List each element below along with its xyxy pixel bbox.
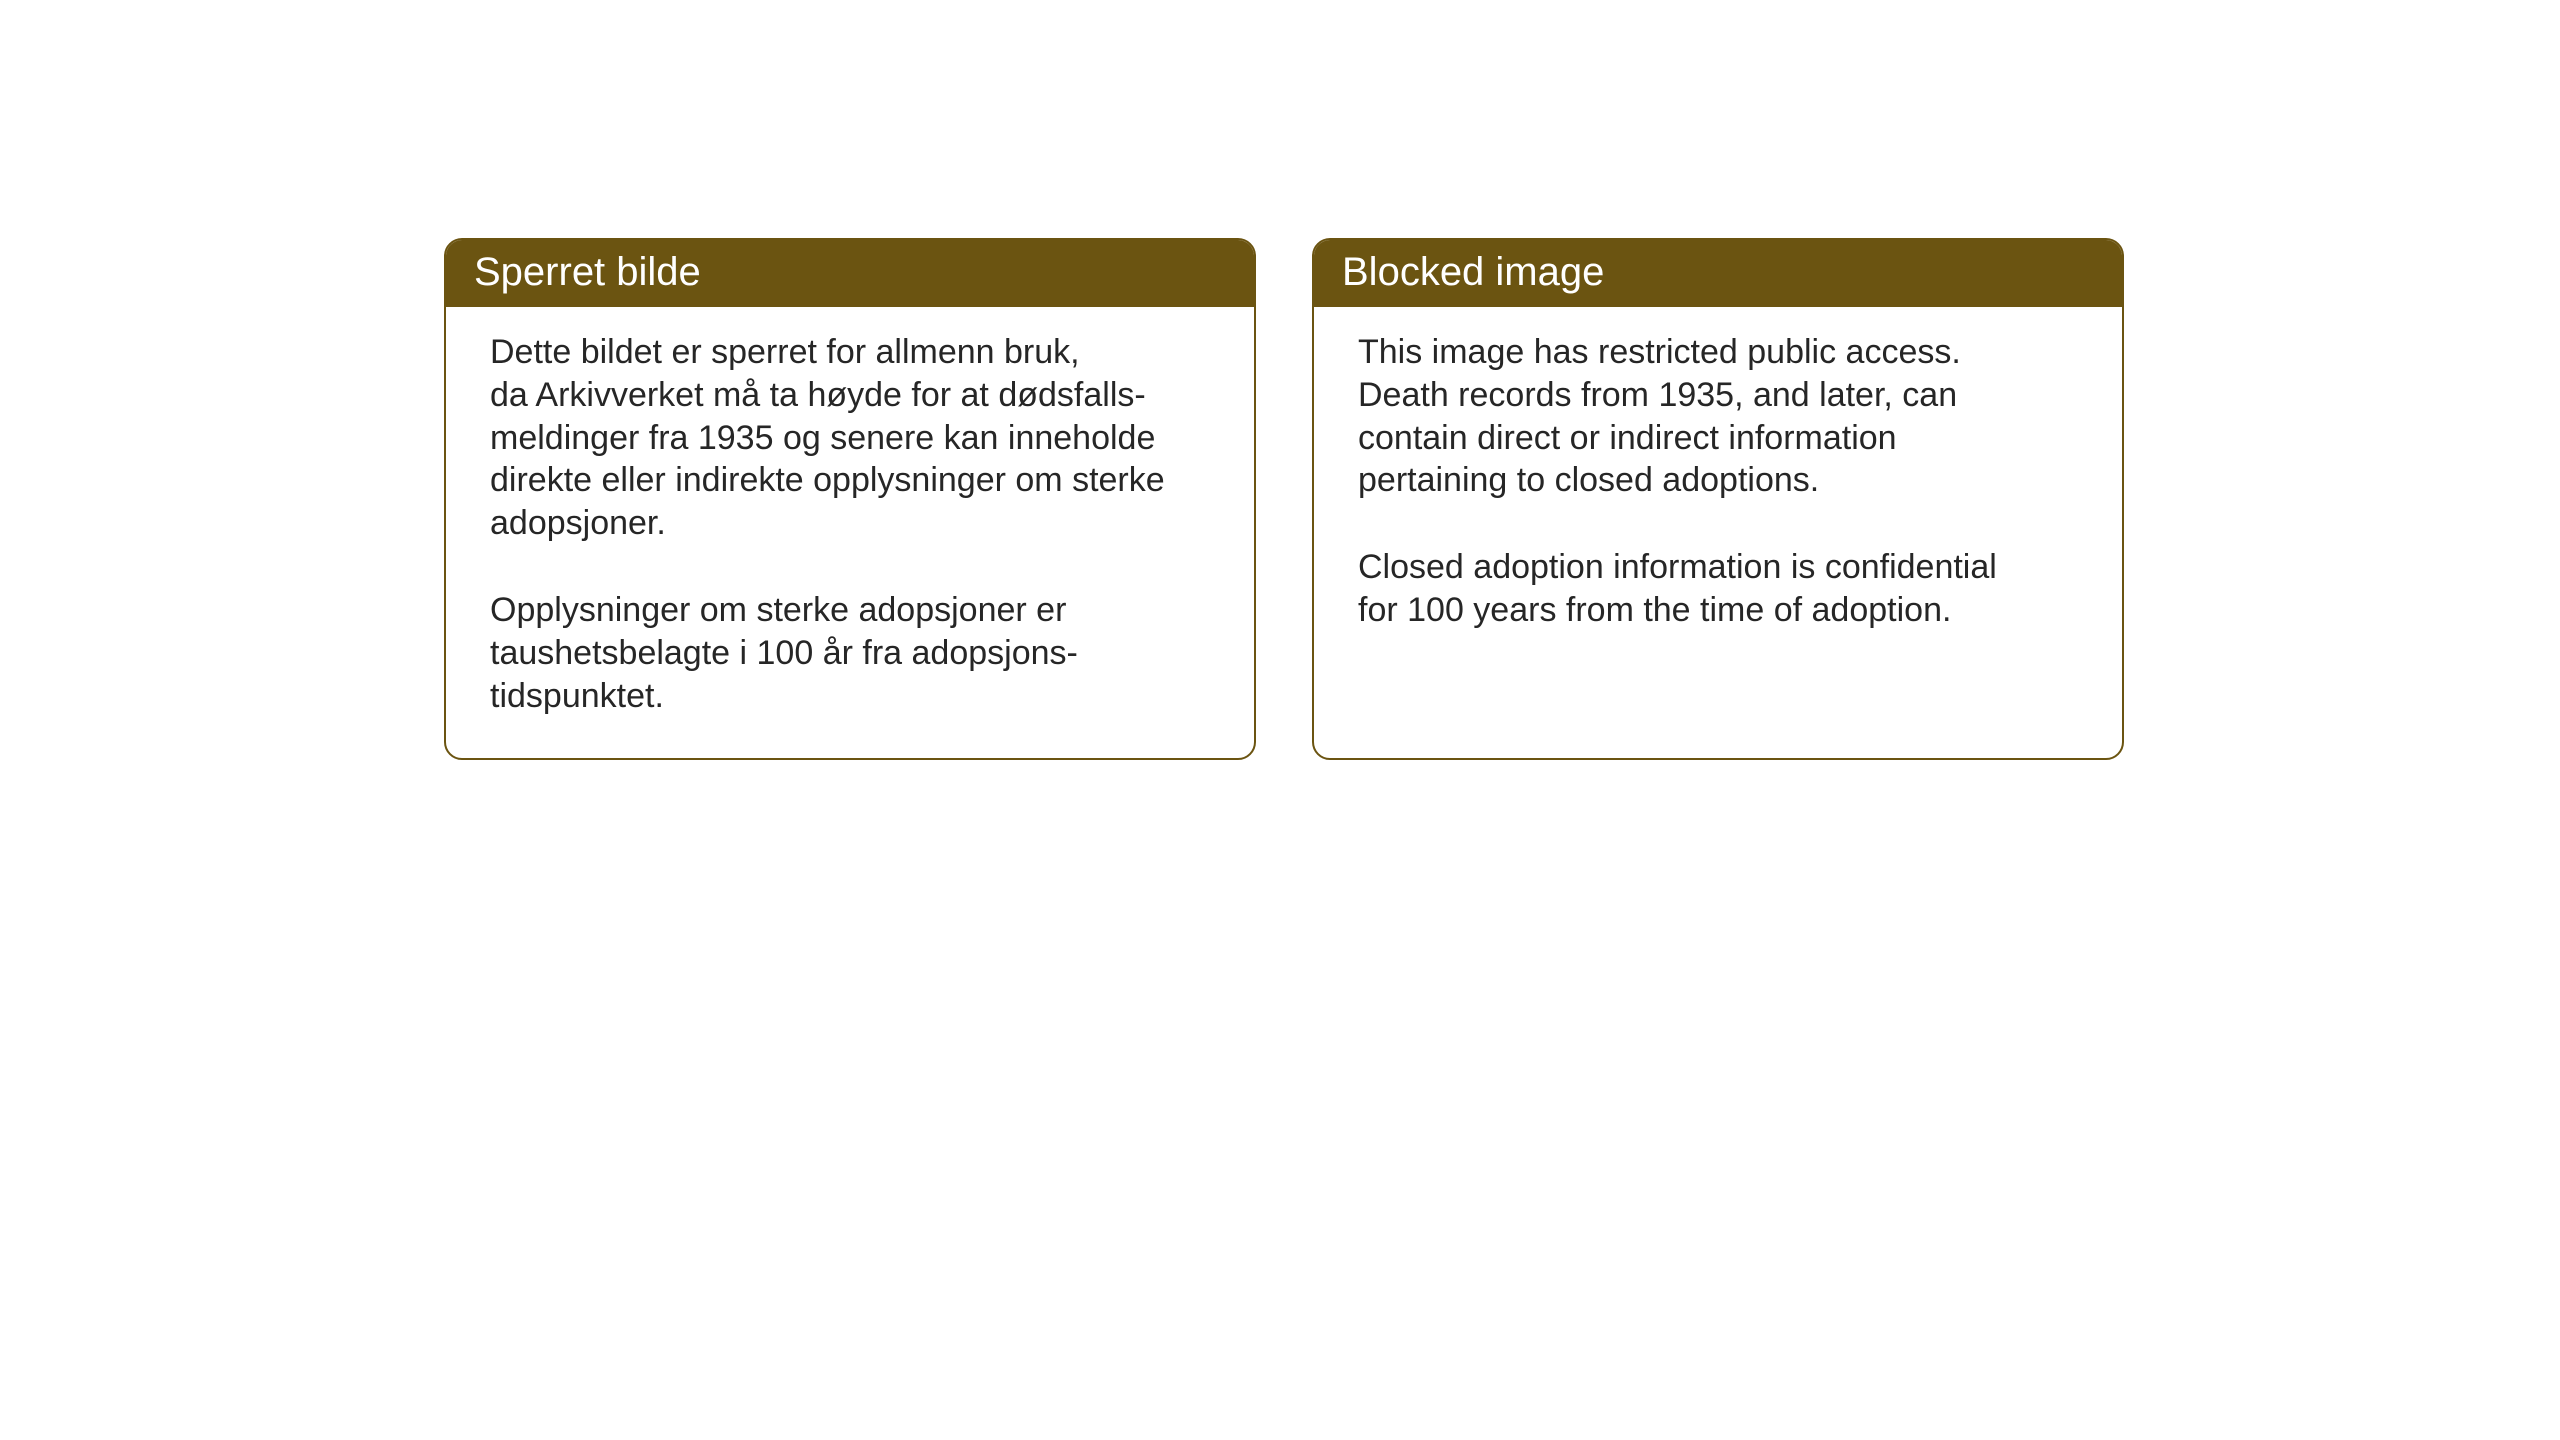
notice-container: Sperret bilde Dette bildet er sperret fo… bbox=[444, 238, 2124, 760]
card-paragraph-2-norwegian: Opplysninger om sterke adopsjoner er tau… bbox=[490, 589, 1210, 717]
card-title-english: Blocked image bbox=[1342, 250, 1604, 294]
notice-card-norwegian: Sperret bilde Dette bildet er sperret fo… bbox=[444, 238, 1256, 760]
card-paragraph-1-english: This image has restricted public access.… bbox=[1358, 331, 2078, 502]
card-title-norwegian: Sperret bilde bbox=[474, 250, 701, 294]
card-body-english: This image has restricted public access.… bbox=[1314, 307, 2122, 747]
card-paragraph-1-norwegian: Dette bildet er sperret for allmenn bruk… bbox=[490, 331, 1210, 545]
card-paragraph-2-english: Closed adoption information is confident… bbox=[1358, 546, 2078, 632]
card-body-norwegian: Dette bildet er sperret for allmenn bruk… bbox=[446, 307, 1254, 758]
notice-card-english: Blocked image This image has restricted … bbox=[1312, 238, 2124, 760]
card-header-english: Blocked image bbox=[1314, 240, 2122, 307]
card-header-norwegian: Sperret bilde bbox=[446, 240, 1254, 307]
